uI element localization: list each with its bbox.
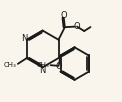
Text: CH₃: CH₃ [3, 62, 16, 68]
Text: N: N [21, 34, 28, 43]
Text: O: O [73, 22, 80, 31]
Text: CH₃: CH₃ [37, 62, 50, 68]
Text: O: O [61, 11, 67, 20]
Text: O: O [56, 62, 62, 71]
Text: N: N [39, 66, 45, 75]
